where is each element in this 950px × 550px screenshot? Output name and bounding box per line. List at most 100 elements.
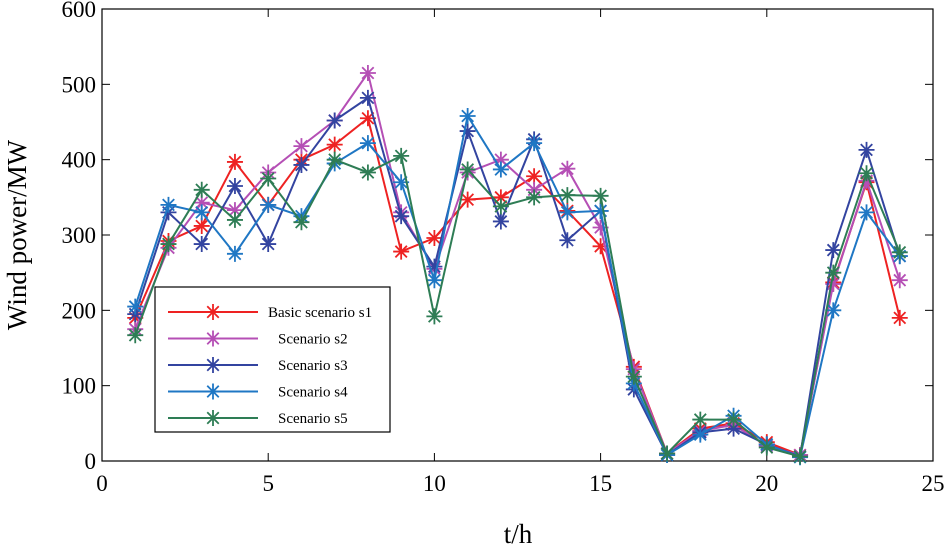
star-marker-shape [293,138,310,155]
x-tick-label: 15 [589,471,612,496]
star-marker-shape [393,174,410,191]
star-marker-shape [858,165,875,182]
data-point [526,189,543,206]
star-marker-shape [226,178,243,195]
star-marker-shape [260,236,277,253]
data-point [559,160,576,177]
legend-marker [205,383,221,400]
data-point [359,135,376,152]
legend-label: Scenario s2 [278,332,348,348]
star-marker-shape [260,196,277,213]
data-point [891,244,908,261]
star-marker-shape [359,164,376,181]
legend-marker [205,410,221,426]
star-marker-shape [326,136,343,153]
data-point [459,107,476,124]
data-point [559,187,576,204]
data-point [592,219,609,236]
star-marker-shape [205,304,221,320]
star-marker-shape [205,383,221,400]
x-tick-label: 25 [922,471,945,496]
star-marker-shape [825,275,842,292]
data-point [260,236,277,253]
star-marker-shape [559,187,576,204]
series-line [134,154,901,458]
data-point [226,245,243,262]
data-point [426,272,443,289]
data-point [492,198,509,215]
legend-item: Basic scenario s1 [168,304,372,321]
star-marker-shape [526,168,543,185]
data-point [459,161,476,178]
data-point [127,327,144,344]
data-point [426,308,443,325]
star-marker-shape [891,244,908,261]
data-point [891,272,908,289]
data-point [326,136,343,153]
data-point [260,170,277,187]
y-tick-label: 400 [62,148,97,173]
legend-item: Scenario s4 [168,383,348,401]
star-marker-shape [858,141,875,158]
data-point [492,161,509,178]
data-point [193,217,210,234]
data-point [725,420,742,437]
star-marker-shape [426,230,443,247]
legend-item: Scenario s3 [168,357,348,374]
star-marker-shape [792,448,809,465]
star-marker-shape [193,194,210,211]
x-tick-label: 5 [262,471,274,496]
star-marker-shape [359,135,376,152]
star-marker-shape [393,243,410,260]
legend-label: Scenario s3 [278,358,348,374]
data-point [492,189,509,206]
data-point [359,110,376,127]
star-marker-shape [825,264,842,281]
star-marker-shape [891,272,908,289]
star-marker-shape [205,330,221,347]
data-point [825,275,842,292]
data-point [193,204,210,221]
axes: 0 5 10 15 20 25 0 100 200 300 400 500 600 [62,0,945,496]
data-point [393,174,410,191]
star-marker-shape [459,107,476,124]
star-marker-shape [559,232,576,249]
data-point [526,135,543,152]
series-5 [127,147,908,465]
star-marker-shape [625,368,642,385]
data-point [127,298,144,315]
star-marker-shape [127,327,144,344]
legend-item: Scenario s5 [168,410,348,427]
data-point [592,238,609,255]
legend-label: Scenario s5 [278,411,348,427]
star-marker-shape [858,204,875,221]
star-marker-shape [426,308,443,325]
star-marker-shape [725,420,742,437]
data-point [326,112,343,129]
star-marker-shape [326,112,343,129]
data-point [193,181,210,198]
star-marker-shape [393,147,410,164]
star-marker-shape [526,189,543,206]
data-point [426,258,443,275]
star-marker-shape [725,411,742,428]
data-point [825,264,842,281]
star-marker-shape [459,191,476,208]
data-point [858,204,875,221]
data-point [758,439,775,456]
data-point [891,309,908,326]
star-marker-shape [226,211,243,228]
star-marker-shape [492,161,509,178]
data-point [160,196,177,213]
star-marker-shape [226,153,243,170]
data-point [825,242,842,259]
star-marker-shape [293,156,310,173]
star-marker-shape [692,426,709,443]
star-marker-shape [459,161,476,178]
data-point [226,202,243,219]
legend-marker [205,330,221,347]
data-point [293,214,310,231]
star-marker-shape [825,302,842,319]
legend: Basic scenario s1 Scenario s2 Scenario s3 S… [154,286,391,433]
